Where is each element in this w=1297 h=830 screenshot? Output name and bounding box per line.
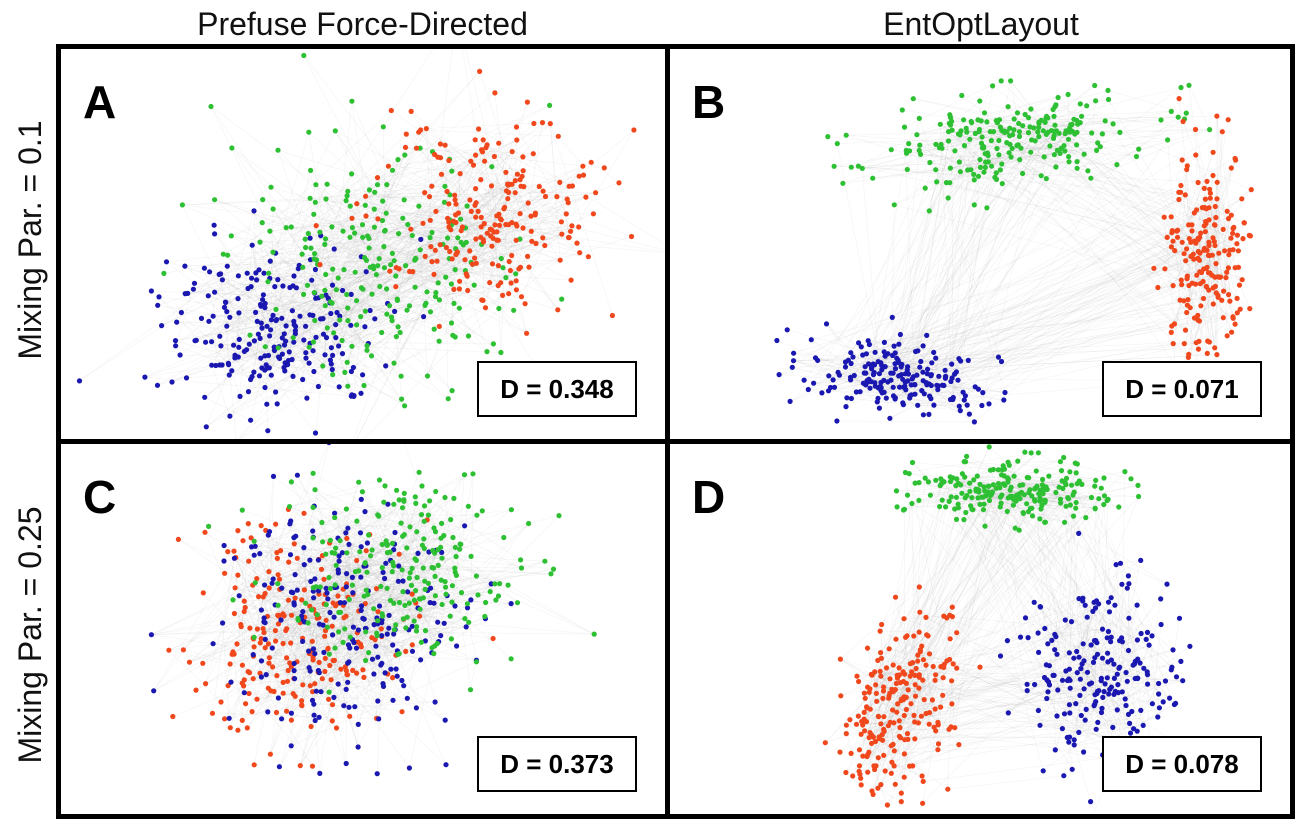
metric-box: D = 0.373 [477,736,637,792]
panel-letter: A [83,75,116,129]
column-title-prefuse: Prefuse Force-Directed [60,4,665,44]
row-title-mixing-0-1: Mixing Par. = 0.1 [10,45,50,435]
panel-grid: A D = 0.348 B D = 0.071 C D = 0.373 D D … [56,44,1295,819]
row-title-mixing-0-25: Mixing Par. = 0.25 [10,440,50,830]
metric-box: D = 0.348 [477,361,637,417]
panel-a: A D = 0.348 [61,49,668,442]
panel-b: B D = 0.071 [668,49,1290,442]
column-title-entopt: EntOptLayout [665,4,1297,44]
node-cluster [823,584,983,807]
panel-c: C D = 0.373 [61,442,668,814]
panel-letter: B [692,75,725,129]
panel-letter: D [692,470,725,524]
metric-box: D = 0.071 [1102,361,1262,417]
metric-box: D = 0.078 [1102,736,1262,792]
panel-d: D D = 0.078 [668,442,1290,814]
panel-letter: C [83,470,116,524]
